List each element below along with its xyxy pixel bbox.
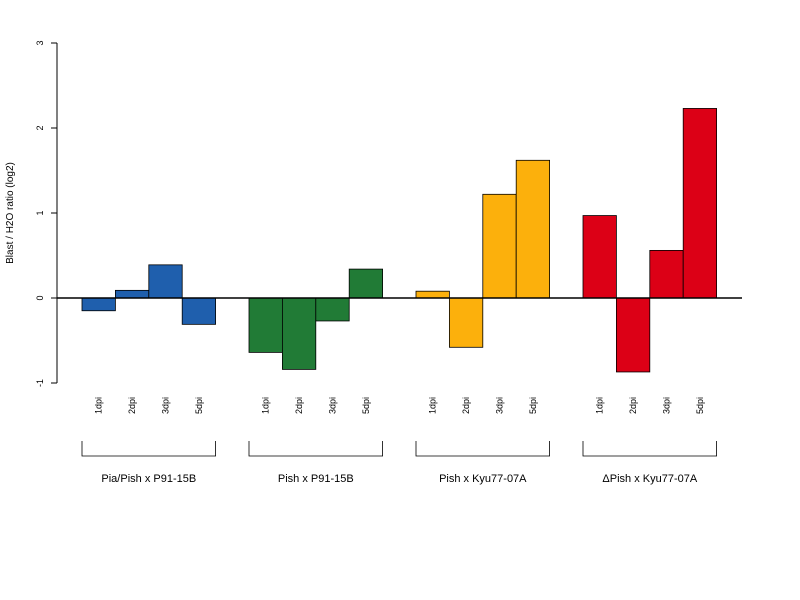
y-tick-label: -1 [35, 379, 45, 387]
x-tick-label: 1dpi [94, 397, 104, 414]
group-bracket [81, 441, 216, 457]
bar [248, 297, 283, 353]
x-tick-label: 1dpi [428, 397, 438, 414]
y-tick-label: 1 [35, 210, 45, 215]
bar [649, 249, 684, 299]
bar [682, 108, 718, 299]
x-tick-label: 5dpi [361, 397, 371, 414]
bar [315, 297, 350, 322]
bar [448, 297, 484, 348]
group-bracket [582, 441, 717, 457]
group-label: Pish x P91-15B [278, 473, 354, 485]
x-tick-label: 3dpi [161, 397, 171, 414]
group-bracket [248, 441, 383, 457]
y-tick-label: 0 [35, 295, 45, 300]
group-label: Pish x Kyu77-07A [439, 473, 527, 485]
x-tick-label: 2dpi [461, 397, 471, 414]
bar [515, 159, 551, 299]
x-tick-label: 1dpi [595, 397, 605, 414]
x-tick-label: 3dpi [495, 397, 505, 414]
x-tick-labels: 1dpi 2dpi 3dpi 5dpi 1dpi 2dpi 3dpi 5dpi 1dpi 2dpi… [94, 397, 705, 414]
bar [348, 268, 384, 299]
x-tick-label: 5dpi [695, 397, 705, 414]
group-bracket [415, 441, 550, 457]
bar [148, 264, 183, 299]
y-tick-label: 3 [35, 40, 45, 45]
x-tick-label: 3dpi [328, 397, 338, 414]
bar [281, 297, 317, 370]
x-tick-label: 3dpi [662, 397, 672, 414]
y-tick-label: 2 [35, 125, 45, 130]
bars [81, 108, 718, 373]
x-tick-label: 5dpi [528, 397, 538, 414]
y-axis-label: Blast / H2O ratio (log2) [5, 162, 16, 264]
x-tick-label: 2dpi [628, 397, 638, 414]
bar [81, 297, 116, 312]
x-tick-label: 1dpi [261, 397, 271, 414]
bar [482, 193, 517, 299]
bar [616, 297, 651, 373]
y-axis: -1 0 1 2 3 [35, 40, 58, 387]
bar [415, 290, 450, 299]
bar [115, 289, 150, 299]
group-label: Pia/Pish x P91-15B [101, 473, 196, 485]
bar [582, 215, 617, 299]
group-label: ΔPish x Kyu77-07A [602, 473, 697, 485]
group-brackets: Pia/Pish x P91-15B Pish x P91-15B Pish x K… [81, 441, 717, 485]
x-tick-label: 2dpi [127, 397, 137, 414]
x-tick-label: 5dpi [194, 397, 204, 414]
bar [181, 297, 216, 325]
x-tick-label: 2dpi [294, 397, 304, 414]
